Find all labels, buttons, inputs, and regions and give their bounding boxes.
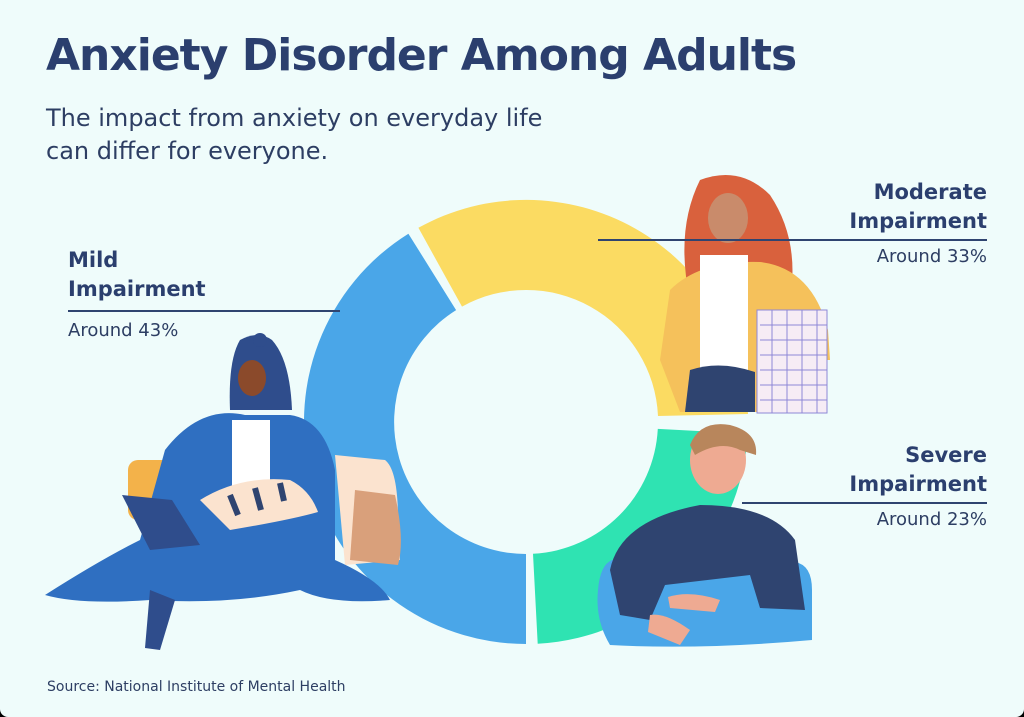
label-moderate: Moderate Impairment Around 33% [849,178,987,267]
woman-reading-illustration [45,333,401,650]
label-mild-value: Around 43% [68,320,179,341]
leader-line-mild [68,310,340,312]
label-moderate-title-2: Impairment [849,209,987,233]
label-moderate-value: Around 33% [876,246,987,267]
label-severe: Severe Impairment Around 23% [849,441,987,530]
label-mild-title-1: Mild [68,248,119,272]
source-note: Source: National Institute of Mental Hea… [47,679,346,695]
label-severe-title-1: Severe [905,443,987,467]
label-moderate-title-1: Moderate [873,180,987,204]
anxious-woman-illustration [660,175,830,414]
label-severe-value: Around 23% [876,509,987,530]
page-title: Anxiety Disorder Among Adults [46,30,797,81]
exhausted-man-illustration [597,424,812,647]
label-severe-title-2: Impairment [849,472,987,496]
page-subtitle: The impact from anxiety on everyday life… [46,104,543,165]
label-mild: Mild Impairment Around 43% [68,246,340,341]
label-mild-title-2: Impairment [68,277,206,301]
